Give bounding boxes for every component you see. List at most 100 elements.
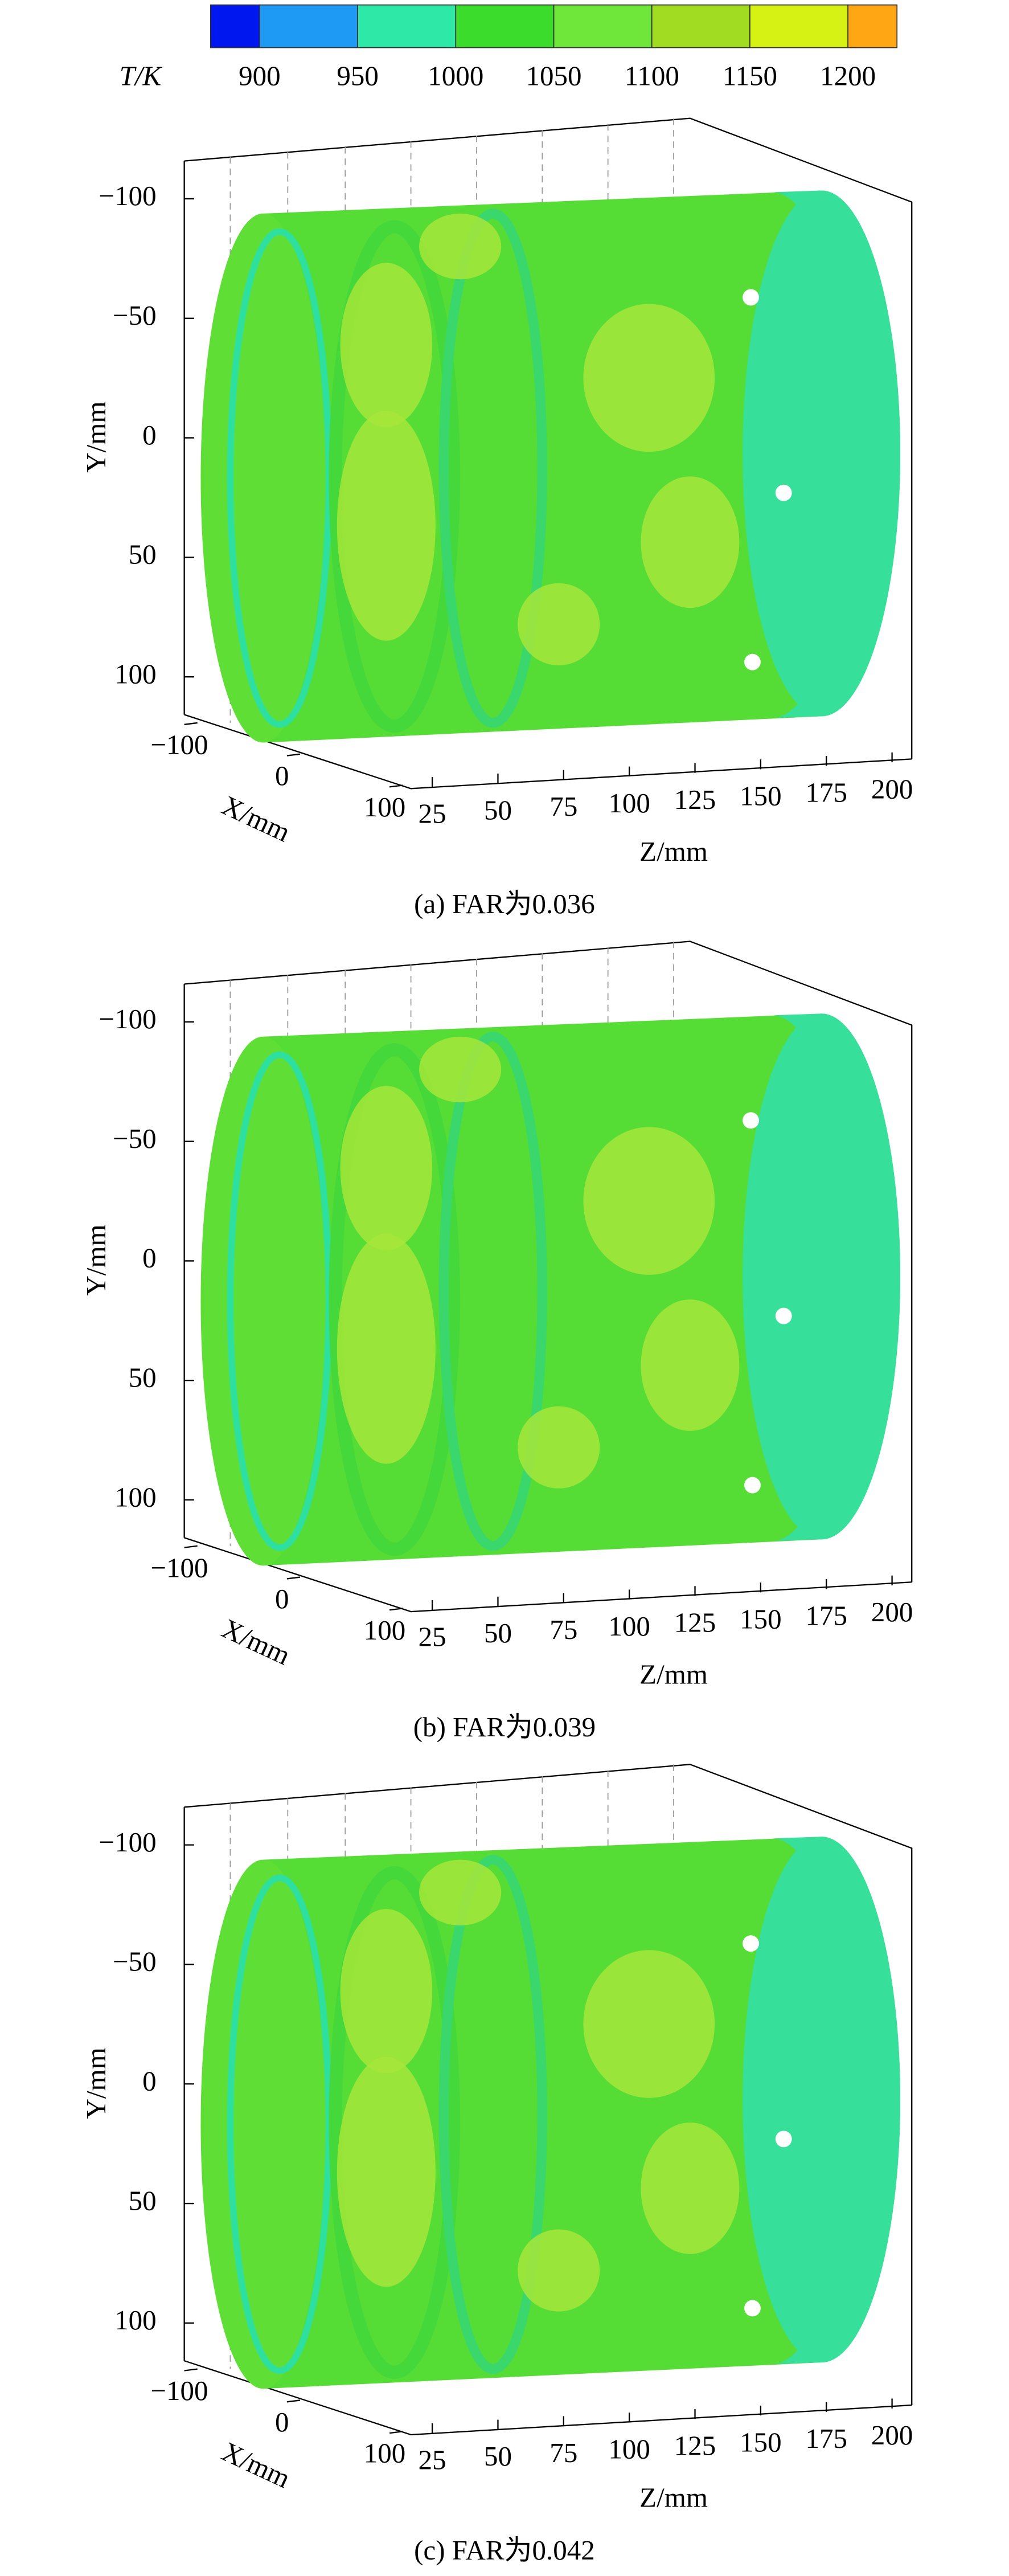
cylinder-ring [329, 1866, 461, 2379]
x-tick-label: 100 [364, 791, 406, 823]
colorbar-label: T/K [120, 60, 163, 92]
hole [775, 1307, 792, 1324]
x-tick-label: 0 [275, 1583, 289, 1614]
colorbar-tick-label: 900 [239, 60, 281, 92]
z-axis-label: Z/mm [639, 1659, 708, 1690]
z-tick-label: 25 [419, 798, 446, 829]
cylinder-end [743, 1013, 901, 1540]
z-tick-label: 75 [549, 2437, 577, 2468]
y-tick-label: −50 [113, 1946, 157, 1977]
hot-spot [340, 1909, 433, 2074]
hot-spot [419, 213, 502, 280]
z-tick-label: 100 [608, 1610, 650, 1642]
cylinder-end [200, 1036, 326, 1566]
z-tick-label: 200 [871, 773, 913, 804]
z-tick-label: 75 [549, 791, 577, 822]
z-tick-label: 150 [740, 780, 782, 812]
y-axis-label: Y/mm [80, 1224, 112, 1295]
axis-frame [184, 941, 913, 1583]
y-tick-label: 0 [142, 1242, 157, 1274]
cylinder-surface [200, 1837, 901, 2389]
y-axis-label: Y/mm [80, 2047, 112, 2119]
x-tick [389, 1608, 403, 1611]
axis-frame [184, 117, 913, 759]
hot-spot [641, 1299, 740, 1431]
z-tick-label: 125 [674, 784, 716, 815]
z-tick-label: 50 [484, 2440, 512, 2472]
colorbar-tick-label: 1000 [428, 60, 483, 92]
x-tick-label: 100 [364, 1614, 406, 1646]
y-tick-label: 0 [142, 2066, 157, 2097]
colorbar-tick-label: 1050 [526, 60, 582, 92]
cylinder-ring [227, 1051, 333, 1551]
y-tick-label: −100 [99, 1003, 156, 1035]
z-tick-label: 25 [419, 2444, 446, 2475]
hole [743, 1112, 760, 1129]
z-tick-label: 100 [608, 2434, 650, 2465]
x-axis-label: X/mm [217, 1613, 295, 1671]
y-tick-label: 50 [129, 539, 157, 570]
z-tick-label: 100 [608, 787, 650, 819]
hot-spot [419, 1036, 502, 1103]
y-tick-label: 50 [129, 2185, 157, 2216]
hot-spot [337, 410, 436, 641]
y-tick-label: 100 [114, 2304, 157, 2336]
y-tick-label: 0 [142, 419, 157, 451]
cylinder-end [200, 1859, 326, 2389]
cylinder-ring [438, 1032, 547, 1551]
colorbar-tick-label: 1100 [625, 60, 679, 92]
y-tick-label: 50 [129, 1361, 157, 1393]
z-axis-label: Z/mm [639, 836, 708, 867]
colorbar-box [455, 4, 555, 48]
x-tick [184, 722, 198, 725]
z-tick-label: 200 [871, 2419, 913, 2451]
caption: (c) FAR为0.042 [414, 2534, 595, 2566]
y-axis-label: Y/mm [80, 401, 112, 472]
colorbar-tick-label: 1200 [820, 60, 876, 92]
colorbar-box [651, 4, 750, 48]
hot-spot [340, 263, 433, 427]
y-tick-label: −100 [99, 1826, 156, 1858]
z-tick-label: 150 [740, 2426, 782, 2458]
x-tick-label: −100 [150, 2375, 208, 2406]
x-axis-label: X/mm [217, 790, 295, 848]
cylinder-ring [438, 208, 547, 728]
hot-spot [583, 1127, 715, 1275]
z-tick-label: 175 [805, 1600, 847, 1631]
y-tick-label: 100 [114, 1481, 157, 1512]
z-tick-label: 200 [871, 1596, 913, 1628]
axis-frame [184, 1764, 913, 2406]
hole [775, 484, 792, 501]
hole [744, 653, 761, 670]
cylinder-end [200, 213, 326, 743]
z-tick-label: 175 [805, 2423, 847, 2454]
cylinder-surface [200, 1013, 901, 1566]
x-tick [286, 753, 301, 757]
hole [743, 1935, 760, 1952]
hole [744, 2300, 761, 2317]
cylinder-ring [329, 1043, 461, 1556]
hole [775, 2131, 792, 2148]
panel: −100 −50 0 50 100 Y/mm −100 0 100 X/mm 25 50 75 100 12… [80, 1764, 913, 2566]
z-tick-label: 175 [805, 776, 847, 808]
z-tick-label: 125 [674, 1607, 716, 1638]
cylinder-ring [227, 1874, 333, 2374]
hot-spot [641, 476, 740, 608]
hot-spot [518, 583, 600, 665]
x-tick [389, 784, 403, 788]
z-tick-label: 25 [419, 1621, 446, 1652]
hole [743, 289, 760, 306]
colorbar-box [749, 4, 849, 48]
x-tick-label: 0 [275, 760, 289, 791]
y-tick-label: −100 [99, 180, 156, 211]
hot-spot [337, 1233, 436, 1464]
z-tick-label: 75 [549, 1614, 577, 1645]
cylinder-end [743, 190, 901, 717]
hot-spot [340, 1086, 433, 1250]
z-axis-label: Z/mm [639, 2482, 708, 2513]
y-tick-label: 100 [114, 658, 157, 689]
z-tick-label: 50 [484, 1617, 512, 1649]
hot-spot [518, 1406, 600, 1489]
hot-spot [337, 2056, 436, 2287]
cylinder-ring [329, 220, 461, 733]
